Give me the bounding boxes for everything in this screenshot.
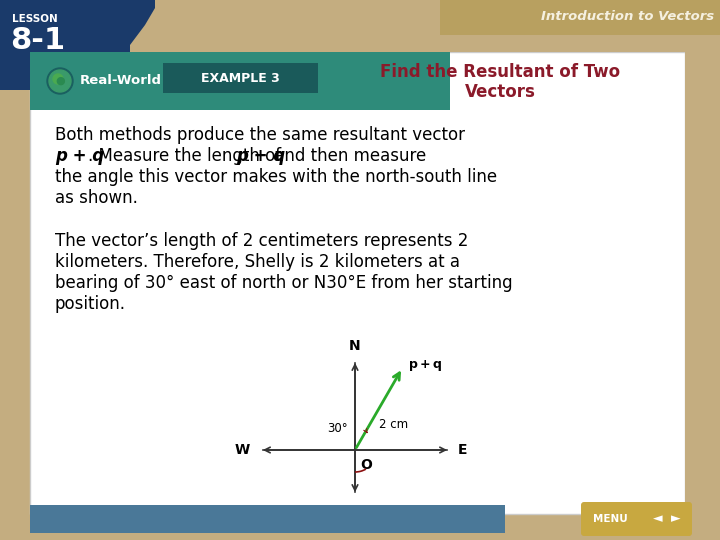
FancyBboxPatch shape (30, 505, 505, 533)
Text: 2 cm: 2 cm (379, 417, 408, 430)
Text: . Measure the length of: . Measure the length of (88, 147, 287, 165)
Polygon shape (30, 52, 440, 110)
Text: p + q: p + q (236, 147, 285, 165)
Text: and then measure: and then measure (269, 147, 426, 165)
Text: kilometers. Therefore, Shelly is 2 kilometers at a: kilometers. Therefore, Shelly is 2 kilom… (55, 253, 460, 271)
Text: E: E (458, 443, 467, 457)
Text: MENU: MENU (593, 514, 627, 524)
Polygon shape (0, 0, 155, 90)
Circle shape (53, 74, 63, 84)
FancyBboxPatch shape (581, 502, 692, 536)
Text: position.: position. (55, 295, 126, 313)
FancyBboxPatch shape (130, 0, 720, 52)
FancyBboxPatch shape (163, 63, 318, 93)
Text: 8-1: 8-1 (10, 26, 65, 55)
Text: N: N (349, 339, 361, 353)
FancyBboxPatch shape (685, 52, 720, 512)
Text: Real-World: Real-World (80, 75, 162, 87)
Text: EXAMPLE 3: EXAMPLE 3 (201, 71, 279, 84)
Text: ●: ● (55, 76, 65, 86)
Text: p + q: p + q (55, 147, 104, 165)
FancyBboxPatch shape (30, 52, 450, 110)
Text: The vector’s length of 2 centimeters represents 2: The vector’s length of 2 centimeters rep… (55, 232, 469, 250)
Text: bearing of 30° east of north or N30°E from her starting: bearing of 30° east of north or N30°E fr… (55, 274, 513, 292)
Polygon shape (0, 0, 155, 80)
Text: ►: ► (671, 512, 681, 525)
Text: LESSON: LESSON (12, 14, 58, 24)
Circle shape (47, 68, 73, 94)
Text: O: O (360, 458, 372, 472)
FancyBboxPatch shape (440, 0, 720, 35)
FancyBboxPatch shape (645, 502, 691, 536)
FancyBboxPatch shape (30, 52, 685, 514)
Text: 30°: 30° (327, 422, 348, 435)
Text: the angle this vector makes with the north-south line: the angle this vector makes with the nor… (55, 168, 497, 186)
Text: Introduction to Vectors: Introduction to Vectors (541, 10, 714, 24)
Text: as shown.: as shown. (55, 189, 138, 207)
Text: W: W (235, 443, 250, 457)
Text: $\mathbf{p+q}$: $\mathbf{p+q}$ (408, 358, 441, 373)
Text: ◄: ◄ (653, 512, 663, 525)
Text: Find the Resultant of Two: Find the Resultant of Two (380, 63, 620, 81)
Text: Vectors: Vectors (464, 83, 536, 101)
Text: Both methods produce the same resultant vector: Both methods produce the same resultant … (55, 126, 465, 144)
Circle shape (49, 70, 71, 92)
